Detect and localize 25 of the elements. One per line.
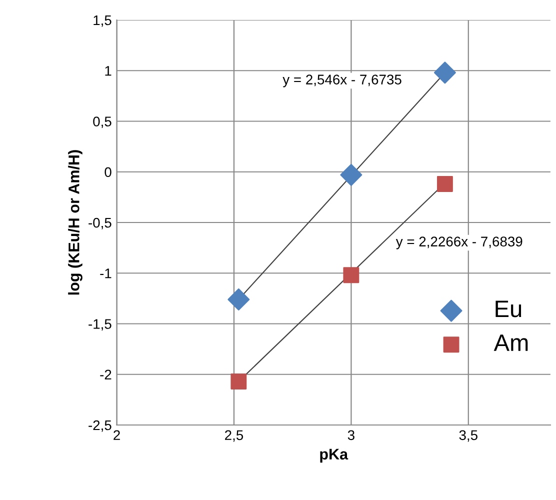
point: [343, 267, 360, 284]
point: [228, 288, 250, 310]
annotation: y = 2,2266x - 7,6839: [396, 236, 522, 250]
y-tick-label: -0,5: [88, 218, 112, 230]
legend-label: Am: [494, 334, 528, 351]
y-tick-label: 0: [104, 167, 112, 178]
point: [434, 62, 456, 84]
y-tick-label: -2,5: [88, 420, 112, 432]
y-axis-title: log (KEu/H or Am/H): [68, 150, 82, 295]
x-tick-label: 2: [114, 430, 120, 440]
y-tick-label: 0,5: [93, 116, 112, 128]
x-tick-label: 3: [348, 430, 354, 440]
y-tick-label: -1: [100, 268, 112, 278]
y-tick-label: -2: [100, 370, 112, 380]
legend-label: Eu: [496, 300, 522, 318]
y-tick-label: 1,5: [94, 15, 112, 27]
y-tick-label: 1: [105, 66, 112, 76]
y-tick-label: -1,5: [88, 319, 112, 331]
x-tick-label: 2,5: [225, 430, 244, 442]
point: [436, 176, 453, 192]
x-axis-title: pKa: [320, 448, 348, 463]
point: [340, 164, 362, 186]
point: [230, 373, 247, 390]
x-tick-label: 3,5: [459, 430, 478, 442]
annotation: y = 2,546x - 7,6735: [282, 74, 402, 88]
